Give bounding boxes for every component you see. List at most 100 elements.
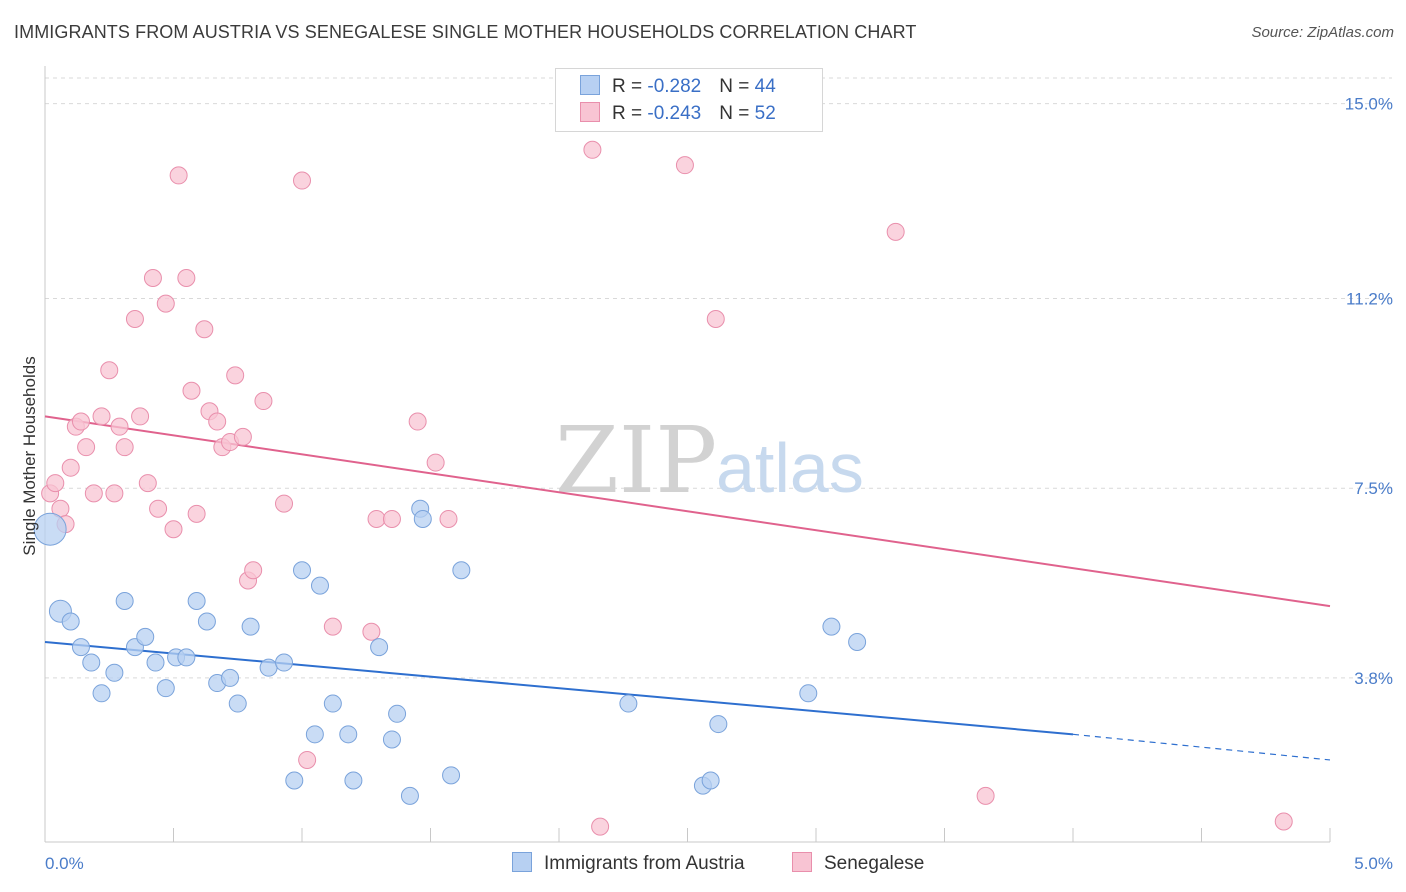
- senegalese-point: [254, 392, 273, 411]
- senegalese-point: [105, 484, 124, 503]
- senegalese-n-label: N =: [719, 103, 755, 124]
- austria-point: [275, 653, 294, 672]
- watermark-zip: ZIP: [555, 407, 717, 514]
- austria-point: [293, 561, 311, 580]
- senegalese-point: [177, 268, 196, 287]
- austria-point: [61, 612, 80, 631]
- x-tick-label: 5.0%: [1354, 854, 1393, 873]
- senegalese-point: [706, 309, 725, 328]
- senegalese-point: [169, 166, 188, 185]
- senegalese-point: [46, 474, 65, 493]
- senegalese-n-value: 52: [754, 103, 776, 124]
- chart-title: IMMIGRANTS FROM AUSTRIA VS SENEGALESE SI…: [14, 22, 917, 42]
- austria-point: [344, 771, 363, 790]
- senegalese-point: [208, 412, 227, 431]
- legend-row-senegalese: R = -0.243 N = 52: [580, 102, 776, 126]
- axes: [44, 66, 1331, 843]
- y-tick-label: 15.0%: [1345, 95, 1393, 114]
- senegalese-point: [675, 156, 694, 175]
- x-tick-labels: 0.0% 5.0%: [45, 854, 1393, 873]
- y-axis-label: Single Mother Households: [20, 356, 39, 555]
- senegalese-point: [233, 427, 252, 446]
- senegalese-point: [61, 458, 80, 477]
- x-tick-label: 0.0%: [45, 854, 84, 873]
- legend-row-austria: R = -0.282 N = 44: [580, 75, 776, 99]
- austria-point: [177, 648, 196, 667]
- austria-point: [82, 653, 101, 672]
- senegalese-point: [583, 140, 602, 159]
- austria-point: [228, 694, 247, 713]
- austria-point: [400, 786, 419, 805]
- senegalese-point: [143, 268, 162, 287]
- senegalese-point: [382, 509, 401, 528]
- senegalese-point: [110, 417, 129, 436]
- austria-point: [187, 592, 206, 611]
- senegalese-point: [362, 622, 381, 641]
- senegalese-point: [100, 361, 119, 380]
- austria-point: [452, 561, 471, 580]
- senegalese-point: [293, 171, 311, 190]
- source-label: Source: ZipAtlas.com: [1251, 24, 1394, 41]
- austria-point: [799, 684, 818, 703]
- senegalese-point: [976, 786, 995, 805]
- senegalese-r-value: -0.243: [647, 103, 702, 124]
- austria-point: [442, 766, 461, 785]
- austria-point: [848, 633, 867, 652]
- senegalese-point: [195, 320, 214, 339]
- austria-point: [339, 725, 358, 744]
- austria-point: [33, 512, 67, 546]
- senegalese-point: [149, 499, 168, 518]
- austria-point: [241, 617, 260, 636]
- austria-n-label: N =: [719, 76, 755, 97]
- senegalese-point: [71, 412, 90, 431]
- watermark: ZIP atlas: [555, 407, 864, 514]
- austria-point: [619, 694, 638, 713]
- bottom-legend-austria: Immigrants from Austria: [512, 852, 745, 875]
- austria-point: [305, 725, 324, 744]
- stats-legend: R = -0.282 N = 44 R = -0.243 N = 52: [555, 68, 823, 132]
- austria-point: [413, 509, 432, 528]
- bottom-austria-label: Immigrants from Austria: [544, 853, 745, 874]
- senegalese-trend-line: [44, 415, 1331, 608]
- austria-points: [33, 499, 867, 805]
- austria-swatch: [580, 75, 600, 95]
- austria-r-label: R =: [612, 76, 648, 97]
- austria-point: [310, 576, 329, 595]
- austria-point: [136, 627, 155, 646]
- senegalese-point: [298, 750, 317, 769]
- austria-point: [370, 638, 389, 657]
- senegalese-point: [138, 474, 157, 493]
- austria-point: [115, 592, 134, 611]
- y-tick-label: 11.2%: [1346, 289, 1393, 308]
- senegalese-swatch: [580, 102, 600, 122]
- y-tick-labels: 3.8% 7.5% 11.2% 15.0%: [1345, 95, 1393, 688]
- senegalese-point: [323, 617, 342, 636]
- austria-point: [221, 668, 240, 687]
- senegalese-point: [591, 817, 610, 836]
- austria-trend-extension: [1072, 733, 1331, 761]
- senegalese-point: [156, 294, 175, 313]
- senegalese-point: [275, 494, 294, 513]
- senegalese-point: [426, 453, 445, 472]
- bottom-senegalese-swatch: [792, 852, 812, 872]
- austria-point: [197, 612, 216, 631]
- senegalese-r-label: R =: [612, 103, 648, 124]
- senegalese-point: [164, 520, 183, 539]
- senegalese-point: [115, 438, 134, 457]
- senegalese-point: [886, 222, 905, 241]
- austria-point: [156, 679, 175, 698]
- austria-point: [105, 663, 124, 682]
- bottom-senegalese-label: Senegalese: [824, 853, 925, 874]
- austria-point: [382, 730, 401, 749]
- austria-point: [285, 771, 304, 790]
- senegalese-point: [84, 484, 103, 503]
- austria-point: [388, 704, 407, 723]
- senegalese-point: [187, 504, 206, 523]
- senegalese-point: [244, 561, 263, 580]
- senegalese-point: [367, 509, 386, 528]
- bottom-austria-swatch: [512, 852, 532, 872]
- austria-point: [146, 653, 165, 672]
- senegalese-point: [408, 412, 427, 431]
- austria-point: [259, 658, 278, 677]
